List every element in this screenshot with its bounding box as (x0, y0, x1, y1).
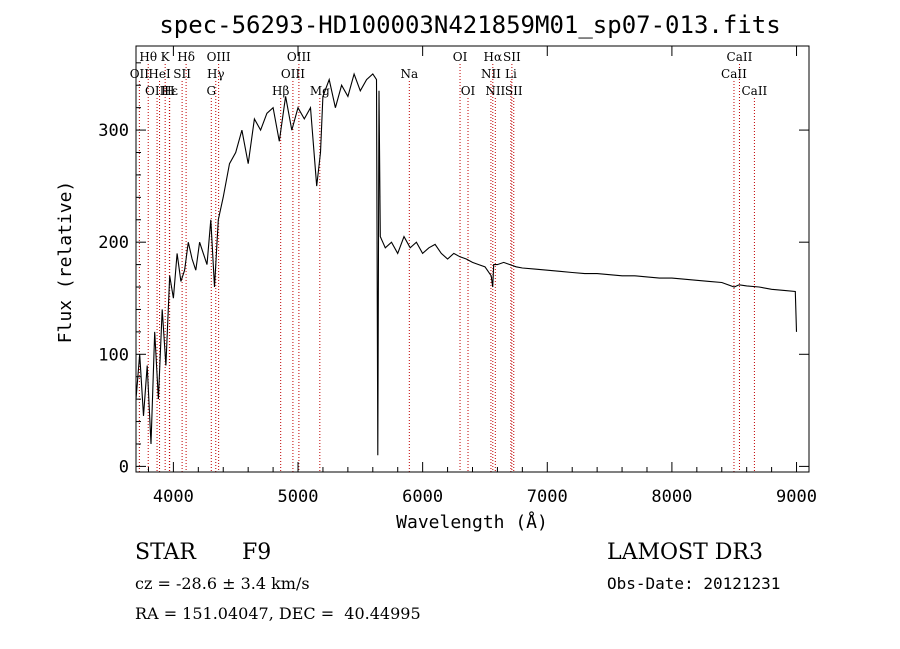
coordinates: RA = 151.04047, DEC = 40.44995 (135, 604, 421, 623)
line-id-label: Hα (484, 50, 503, 64)
spectrum-series (135, 72, 798, 456)
x-tick-label: 9000 (776, 487, 817, 507)
redshift-cz: cz = -28.6 ± 3.4 km/s (135, 574, 310, 593)
line-id-label: H (164, 84, 174, 98)
line-id-label: OI (461, 84, 476, 98)
line-id-label: Hβ (272, 84, 289, 98)
object-subclass: F9 (242, 540, 272, 565)
line-id-label: Hδ (177, 50, 195, 64)
line-id-label: OI (453, 50, 468, 64)
line-id-label: Hγ (207, 67, 225, 81)
line-id-label: OIII (287, 50, 311, 64)
line-id-label: SII (173, 67, 191, 81)
y-tick-label: 0 (119, 457, 129, 477)
x-axis-label: Wavelength (Å) (396, 511, 548, 533)
line-id-label: OIII (207, 50, 231, 64)
line-id-label: SII (503, 50, 521, 64)
y-tick-label: 100 (98, 345, 129, 365)
y-axis-ticks: 0 100 200 300 (98, 62, 809, 477)
line-id-label: OIII (281, 67, 305, 81)
line-id-label: HeI (148, 67, 171, 81)
x-tick-label: 5000 (278, 487, 319, 507)
line-id-label: G (206, 84, 216, 98)
x-axis-ticks: 4000 5000 6000 7000 8000 9000 (147, 46, 817, 507)
line-markers (138, 64, 755, 472)
line-id-label: NII (485, 84, 505, 98)
line-id-label: NII (481, 67, 501, 81)
plot-frame (135, 45, 810, 473)
object-class: STAR (135, 540, 196, 565)
line-id-label: CaII (741, 84, 767, 98)
chart-title: spec-56293-HD100003N421859M01_sp07-013.f… (159, 11, 780, 39)
line-id-label: Hε (161, 84, 178, 98)
line-id-label: Mg (310, 84, 330, 98)
observation-date: Obs-Date: 20121231 (607, 574, 781, 593)
line-id-label: Li (505, 67, 517, 81)
line-id-label: SII (505, 84, 523, 98)
line-id-label: CaII (721, 67, 747, 81)
x-tick-label: 6000 (402, 487, 443, 507)
spectrum-line (135, 72, 798, 456)
y-tick-label: 200 (98, 233, 129, 253)
line-id-label: OII (130, 67, 150, 81)
x-tick-label: 8000 (651, 487, 692, 507)
line-id-label: Hθ (139, 50, 157, 64)
x-tick-label: 4000 (153, 487, 194, 507)
line-id-label: Na (400, 67, 418, 81)
line-id-label: K (161, 50, 171, 64)
y-axis-label: Flux (relative) (55, 181, 76, 344)
survey-name: LAMOST DR3 (607, 540, 763, 565)
x-tick-label: 7000 (527, 487, 568, 507)
y-tick-label: 300 (98, 121, 129, 141)
line-id-label: CaII (727, 50, 753, 64)
line-id-label: OIII (145, 84, 169, 98)
